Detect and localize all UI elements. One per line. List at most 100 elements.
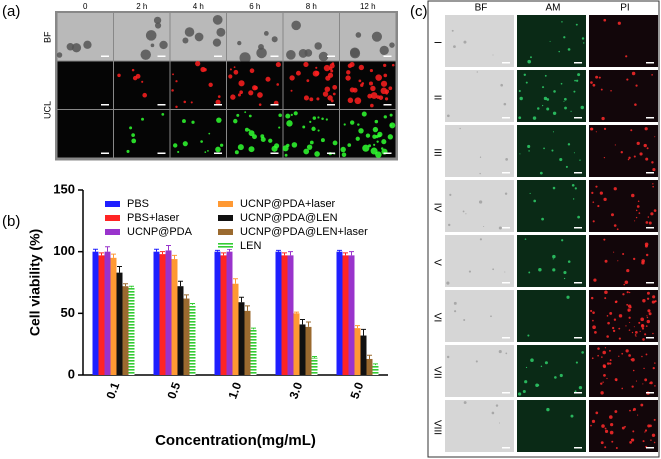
error-bar — [239, 296, 244, 303]
cell — [518, 89, 521, 93]
cell — [610, 89, 612, 92]
cell — [645, 353, 648, 356]
scale-bar — [574, 172, 582, 174]
bar — [366, 358, 373, 375]
cell — [561, 239, 564, 242]
cell — [552, 186, 556, 190]
cell — [383, 115, 387, 119]
cell — [285, 113, 291, 119]
cell — [354, 97, 362, 105]
cell — [355, 136, 360, 141]
y-tick-label: 50 — [61, 305, 75, 320]
row-label: III — [431, 148, 442, 156]
cell — [451, 29, 454, 32]
micrograph — [445, 290, 514, 342]
cell — [624, 425, 626, 428]
scale-bar — [157, 152, 166, 154]
micrograph — [114, 110, 170, 158]
cell — [594, 330, 597, 334]
cell — [612, 329, 616, 333]
cell — [525, 81, 528, 84]
cell — [652, 295, 656, 299]
cell — [564, 97, 567, 101]
cell — [278, 126, 281, 129]
cell — [357, 123, 360, 126]
cell — [491, 411, 495, 415]
cell — [347, 63, 353, 69]
cell — [567, 143, 571, 146]
bar — [275, 251, 282, 375]
cell — [646, 315, 648, 317]
bar — [165, 250, 172, 375]
micrograph — [589, 125, 658, 177]
cell — [276, 83, 279, 86]
column-label: 6 h — [249, 2, 260, 11]
bar — [171, 259, 178, 375]
cell — [625, 325, 627, 327]
row-label: I — [431, 41, 442, 44]
cell — [258, 103, 262, 106]
cell — [621, 352, 624, 355]
bar — [293, 313, 300, 375]
cell — [161, 113, 165, 116]
cell — [592, 220, 595, 223]
cell — [639, 330, 641, 333]
cell — [651, 161, 654, 164]
cell — [654, 385, 656, 387]
cell — [604, 446, 607, 449]
cell — [621, 387, 624, 390]
cell — [570, 414, 574, 418]
cell — [216, 27, 226, 37]
cell — [340, 146, 346, 153]
cell — [610, 213, 614, 217]
cell — [609, 349, 611, 352]
cell — [153, 16, 162, 24]
micrograph — [57, 61, 113, 109]
cell — [648, 221, 652, 225]
error-bar — [129, 285, 134, 288]
cell — [613, 187, 617, 191]
row-label: UCL — [42, 101, 52, 119]
cell — [642, 338, 645, 341]
cell — [379, 45, 389, 56]
cell — [182, 141, 188, 147]
cell — [590, 309, 593, 313]
cell — [635, 380, 638, 382]
x-tick-label: 0.1 — [103, 380, 122, 401]
cell — [602, 350, 607, 355]
error-bar — [337, 249, 342, 252]
scale-bar — [502, 117, 510, 119]
cell — [194, 32, 204, 42]
bar — [98, 255, 105, 375]
error-bar — [294, 311, 299, 314]
cell — [591, 191, 594, 194]
cell — [607, 321, 610, 325]
cell — [541, 104, 544, 107]
cell — [609, 359, 612, 362]
cell — [220, 143, 224, 147]
cell — [303, 95, 309, 101]
cell — [463, 318, 466, 321]
error-bar — [154, 248, 159, 252]
cell — [535, 383, 539, 387]
cell — [629, 321, 631, 324]
cell — [590, 424, 592, 427]
cell — [626, 303, 629, 306]
cell — [634, 220, 636, 222]
cell — [244, 127, 249, 132]
cell — [609, 311, 613, 315]
cell — [389, 113, 393, 117]
panel-label: (c) — [410, 3, 428, 20]
cell — [208, 82, 213, 87]
cell — [518, 392, 522, 396]
cell — [600, 441, 604, 445]
cell — [571, 183, 575, 187]
cell — [566, 295, 570, 299]
cell — [309, 140, 314, 145]
cell — [468, 270, 471, 273]
cell — [628, 316, 631, 319]
cell — [654, 300, 657, 303]
cell — [604, 259, 608, 263]
cell — [370, 103, 374, 108]
scale-bar — [270, 152, 279, 154]
